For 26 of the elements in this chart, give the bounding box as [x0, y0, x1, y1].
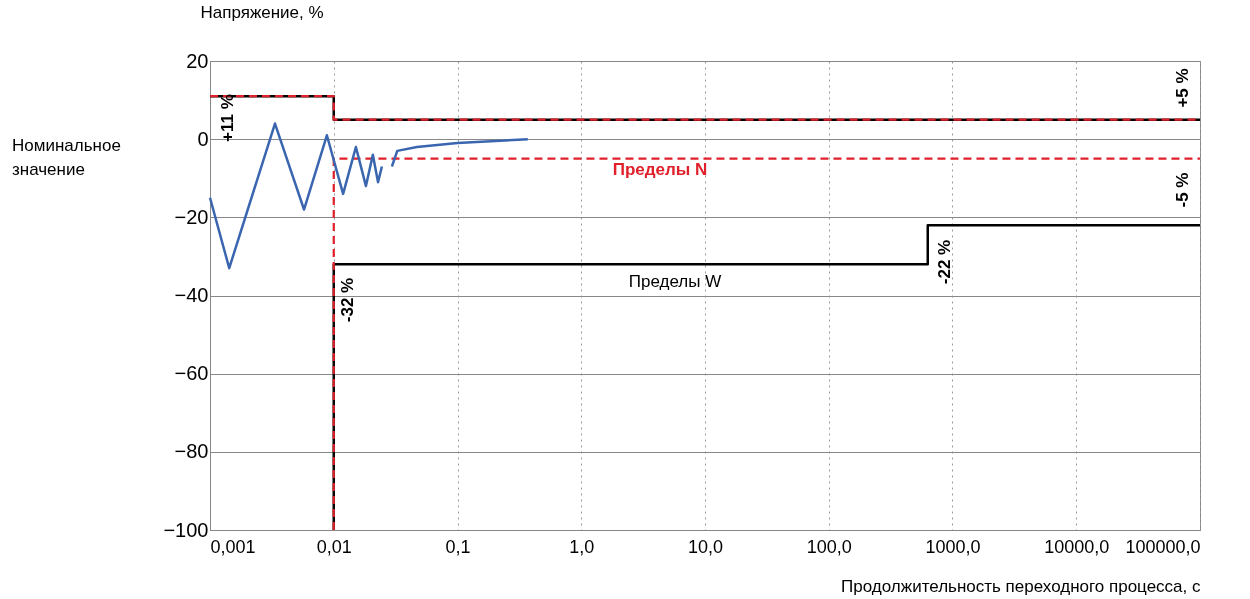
annotation: -5 %	[1173, 172, 1192, 208]
annotation: -32 %	[338, 277, 357, 323]
annotation: +11 %	[218, 94, 237, 142]
annotation: Пределы W	[628, 272, 722, 291]
annotation: +5 %	[1173, 68, 1192, 108]
x-tick-label: 10000,0	[1044, 536, 1110, 557]
y-tick-label: −100	[163, 518, 209, 541]
x-tick-label: 100000,0	[1125, 536, 1201, 557]
y-tick-label: −20	[174, 205, 209, 228]
text: Номинальное значение	[12, 136, 121, 179]
x-tick-label: 10,0	[687, 536, 724, 557]
y-tick-label: 0	[197, 127, 209, 150]
y-tick-label: −60	[174, 362, 209, 385]
y-axis-title: Напряжение, %	[200, 2, 324, 22]
y-tick-label: 20	[186, 49, 209, 72]
x-tick-label: 1000,0	[925, 536, 981, 557]
y-tick-label: −40	[174, 284, 209, 306]
y-tick-label: −80	[174, 440, 209, 463]
annotation: Пределы N	[612, 160, 708, 179]
x-tick-label: 0,001	[210, 536, 256, 557]
x-tick-label: 100,0	[806, 536, 852, 557]
annotation: -22 %	[935, 239, 954, 285]
x-tick-label: 0,1	[445, 536, 471, 557]
x-tick-label: 1,0	[569, 536, 595, 557]
x-tick-label: 0,01	[316, 536, 352, 557]
x-axis-title: Продолжительность переходного процесса, с	[841, 576, 1201, 596]
